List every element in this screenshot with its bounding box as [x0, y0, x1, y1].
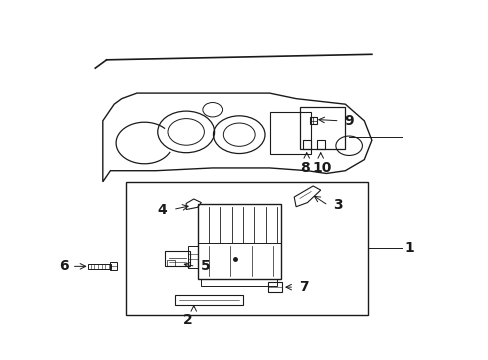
Bar	[299, 107, 345, 149]
Text: 7: 7	[299, 280, 308, 294]
Bar	[201, 279, 277, 286]
Text: 8: 8	[299, 161, 309, 175]
Bar	[87, 264, 111, 269]
Bar	[197, 204, 280, 279]
Bar	[109, 262, 117, 270]
Text: 2: 2	[183, 312, 193, 327]
Text: 3: 3	[332, 198, 342, 212]
Text: 9: 9	[344, 114, 353, 128]
Bar	[309, 117, 316, 125]
Bar	[165, 251, 189, 266]
Bar	[302, 140, 310, 149]
Bar	[125, 182, 367, 315]
Bar	[268, 282, 282, 292]
Bar	[175, 294, 243, 305]
Bar	[188, 246, 197, 268]
Text: 1: 1	[403, 241, 413, 255]
Text: 10: 10	[312, 161, 332, 175]
Text: 5: 5	[200, 259, 210, 273]
Text: 6: 6	[59, 259, 68, 273]
Text: 4: 4	[157, 203, 167, 216]
Bar	[269, 112, 311, 154]
Bar	[316, 140, 324, 149]
Bar	[167, 260, 175, 266]
